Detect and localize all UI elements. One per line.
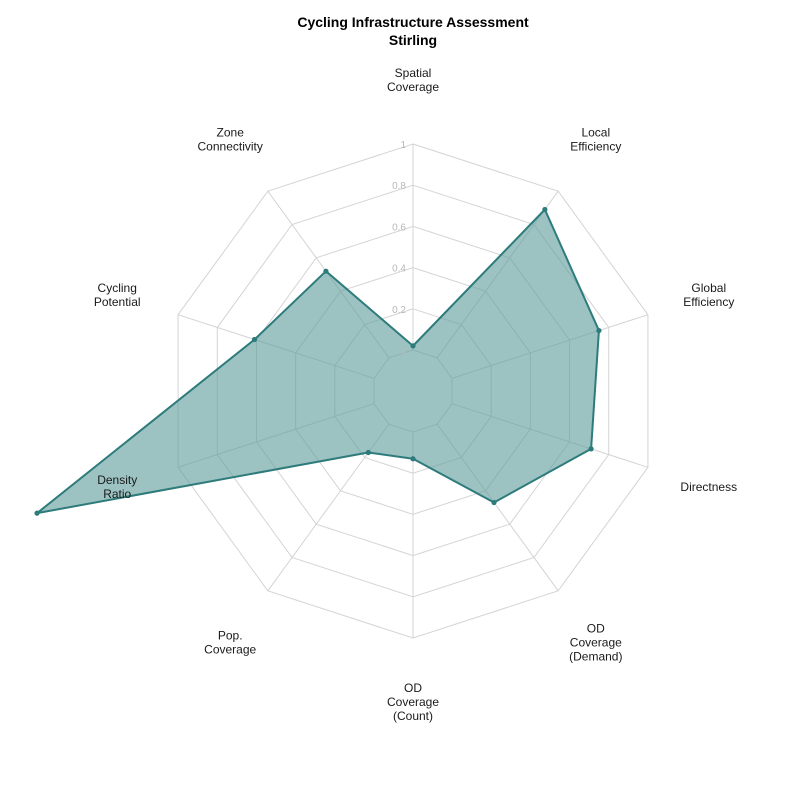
axis-label: Efficiency	[683, 295, 734, 309]
data-point	[34, 510, 40, 516]
radial-tick-labels: 0 0.2 0.4 0.6 0.8 1	[392, 140, 406, 357]
axis-label: Local	[581, 125, 610, 139]
tick-label: 0.2	[392, 305, 406, 316]
series-area	[36, 208, 600, 515]
axis-label: Density	[97, 473, 137, 487]
data-point	[365, 449, 371, 456]
axis-label: Connectivity	[198, 139, 263, 153]
data-layer	[34, 206, 602, 516]
axis-label: Pop.	[218, 629, 243, 643]
data-point	[491, 499, 497, 506]
tick-label: 0.8	[392, 181, 406, 192]
tick-label: 0.6	[392, 222, 406, 233]
axis-label: Coverage	[387, 80, 439, 94]
axis-label: (Demand)	[569, 650, 622, 664]
data-point	[410, 343, 416, 349]
axis-label: Coverage	[570, 636, 622, 650]
tick-label: 0	[400, 346, 406, 357]
axis-label: OD	[404, 681, 422, 695]
axis-labels: SpatialCoverageLocalEfficiencyGlobalEffi…	[94, 66, 737, 723]
axis-label: Coverage	[387, 695, 439, 709]
data-point	[323, 268, 329, 274]
axis-label: Zone	[217, 125, 245, 139]
axis-label: (Count)	[393, 709, 433, 723]
axis-label: Ratio	[103, 487, 131, 501]
axis-label: Potential	[94, 295, 141, 309]
data-point	[588, 446, 594, 452]
data-point	[596, 327, 602, 334]
axis-label: Coverage	[204, 643, 256, 657]
tick-label: 1	[400, 140, 406, 151]
tick-label: 0.4	[392, 264, 406, 275]
axis-label: OD	[587, 622, 605, 636]
chart-title: Cycling Infrastructure Assessment	[297, 14, 529, 30]
axis-label: Spatial	[395, 66, 432, 80]
data-point	[542, 206, 548, 213]
data-point	[410, 456, 416, 462]
axis-label: Directness	[680, 480, 737, 494]
axis-label: Global	[691, 281, 726, 295]
axis-label: Cycling	[98, 281, 137, 295]
axis-label: Efficiency	[570, 139, 621, 153]
data-point	[251, 336, 258, 343]
chart-subtitle: Stirling	[389, 32, 437, 48]
